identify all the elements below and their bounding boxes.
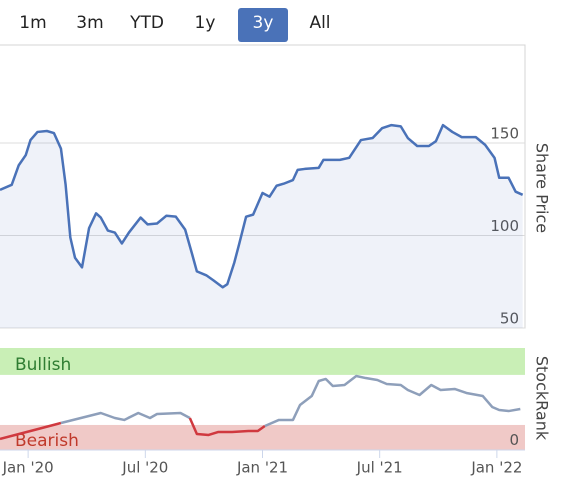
- range-button-label[interactable]: 3m: [76, 13, 103, 33]
- range-button-label[interactable]: 1y: [195, 13, 216, 33]
- x-tick-label: Jan '20: [2, 459, 54, 477]
- x-tick-label: Jul '21: [356, 459, 403, 477]
- series-line: [0, 123, 524, 289]
- x-tick-label: Jan '21: [236, 459, 288, 477]
- range-button[interactable]: 1m: [19, 13, 46, 33]
- band-label: Bearish: [15, 431, 79, 451]
- series-line: [0, 421, 62, 441]
- range-button[interactable]: YTD: [129, 13, 164, 33]
- range-button[interactable]: 3y: [238, 8, 288, 42]
- y-tick-label: 150: [490, 125, 519, 143]
- range-button[interactable]: All: [309, 13, 330, 33]
- range-button[interactable]: 1y: [195, 13, 216, 33]
- series-line: [188, 417, 266, 437]
- band: [0, 348, 525, 375]
- y-axis-title: StockRank: [533, 356, 552, 441]
- plot-frame: [0, 44, 526, 329]
- y-tick-label: 100: [490, 217, 519, 235]
- range-button-label[interactable]: All: [309, 13, 330, 33]
- series-line: [60, 411, 191, 425]
- range-button-bg[interactable]: [238, 8, 288, 42]
- series-line: [264, 374, 521, 428]
- y-tick-label: 50: [500, 310, 519, 328]
- range-button[interactable]: 3m: [76, 13, 103, 33]
- range-button-label[interactable]: YTD: [129, 13, 164, 33]
- band-label: Bullish: [15, 355, 71, 375]
- y-axis-title: Share Price: [533, 143, 552, 233]
- y-tick-label: 0: [509, 431, 519, 449]
- x-tick-label: Jan '22: [470, 459, 522, 477]
- range-button-label[interactable]: 1m: [19, 13, 46, 33]
- range-button-label[interactable]: 3y: [253, 13, 274, 33]
- x-tick-label: Jul '20: [121, 459, 168, 477]
- area: [0, 125, 523, 328]
